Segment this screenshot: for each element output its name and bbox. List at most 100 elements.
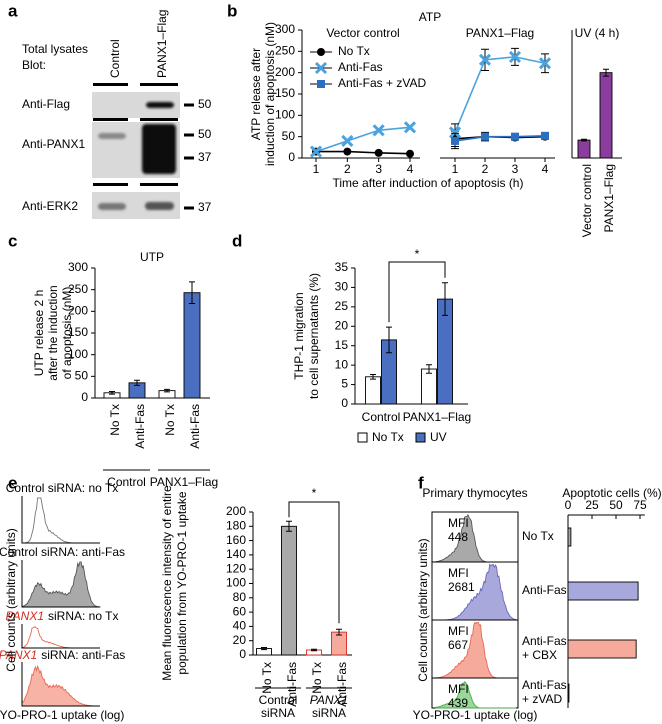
histogram-label-part: siRNA: anti-Fas xyxy=(41,648,125,662)
mfi-label: MFI xyxy=(448,682,469,696)
bar xyxy=(567,581,639,601)
histogram-frame xyxy=(21,560,100,608)
mfi-value: 2681 xyxy=(448,580,475,594)
y-tick-label: 50 xyxy=(282,129,296,143)
legend-swatch xyxy=(415,432,426,443)
point xyxy=(317,80,325,88)
error-bar xyxy=(286,520,292,532)
blot-band xyxy=(98,133,126,139)
y-tick-label: 20 xyxy=(233,633,247,647)
panel-label: a xyxy=(8,1,18,20)
point xyxy=(343,147,352,156)
x-tick-label: 3 xyxy=(375,162,382,176)
x-tick-label: No Tx xyxy=(310,662,324,694)
bar xyxy=(567,683,570,703)
point xyxy=(314,61,328,75)
panel-label: e xyxy=(8,473,17,492)
y-tick-label: Anti-Fas xyxy=(522,678,567,692)
x-tick-label: 1 xyxy=(452,162,459,176)
error-bar xyxy=(189,281,195,305)
y-tick-label: 15 xyxy=(335,338,349,352)
y-tick-label: 300 xyxy=(68,260,88,274)
error-bar xyxy=(386,326,392,354)
histogram xyxy=(21,664,100,707)
y-tick-label: Anti-Fas xyxy=(522,583,567,597)
mfi-value: 439 xyxy=(448,696,468,710)
y-tick-label: 50 xyxy=(75,369,89,383)
bar xyxy=(599,72,613,159)
x-tick-label: Anti-Fas xyxy=(133,404,147,449)
histogram-label-part: Control siRNA: anti-Fas xyxy=(0,545,125,559)
mfi-label: MFI xyxy=(448,516,469,530)
y-axis-label: of apoptosis (nM) xyxy=(60,287,74,380)
y-tick-label: 25 xyxy=(335,299,349,313)
x-tick-label: Control xyxy=(362,410,401,424)
group-label: siRNA xyxy=(261,706,295,720)
legend-label: UV xyxy=(430,430,447,444)
error-bar xyxy=(426,364,432,374)
lane-bar xyxy=(140,118,178,121)
significance-label: * xyxy=(312,486,317,500)
series-line xyxy=(454,56,546,133)
y-axis-label: Cell counts (arbitrary units) xyxy=(4,528,18,671)
chart-title: UV (4 h) xyxy=(575,26,620,40)
x-tick-label: 50 xyxy=(609,498,623,512)
x-tick-label: 3 xyxy=(512,162,519,176)
histogram xyxy=(21,561,101,608)
series-line xyxy=(454,135,546,142)
point xyxy=(374,148,383,157)
point xyxy=(372,124,385,137)
bar xyxy=(365,376,381,405)
blot-row-label: Anti-Flag xyxy=(22,97,70,111)
blot-header: Total lysates xyxy=(22,42,88,56)
y-axis-label: Mean fluorescence intensity of entire xyxy=(160,485,174,681)
y-tick-label: 200 xyxy=(226,504,246,518)
blot-row-label: Anti-ERK2 xyxy=(22,199,78,213)
point xyxy=(309,145,323,158)
lane-bar xyxy=(93,83,128,86)
y-tick-label: 60 xyxy=(233,604,247,618)
error-bar xyxy=(370,373,376,380)
x-tick-label: 4 xyxy=(407,162,414,176)
point xyxy=(478,53,492,66)
point xyxy=(451,136,459,145)
lane-bar xyxy=(93,183,128,186)
y-tick-label: 140 xyxy=(226,547,246,561)
group-label: PANX1 xyxy=(310,693,348,707)
histogram-label: Control siRNA: anti-Fas xyxy=(0,545,125,559)
y-tick-label: 100 xyxy=(226,576,246,590)
group-label: siRNA xyxy=(312,706,346,720)
error-bar xyxy=(311,648,317,652)
lane-label: Control xyxy=(108,39,122,78)
error-bar xyxy=(134,379,140,386)
panel-title: Vector control xyxy=(326,26,399,40)
y-tick-label: 100 xyxy=(275,108,295,122)
y-tick-label: 30 xyxy=(335,280,349,294)
y-axis-label: ATP release after xyxy=(249,48,263,140)
y-tick-label: No Tx xyxy=(522,529,554,543)
point xyxy=(538,57,552,70)
panel-label: d xyxy=(232,231,242,250)
x-tick-label: Anti-Fas xyxy=(188,404,202,449)
x-tick-label: 1 xyxy=(313,162,320,176)
x-tick-label: No Tx xyxy=(108,404,122,436)
x-tick-label: 4 xyxy=(542,162,549,176)
group-label: Control xyxy=(107,475,146,489)
legend-label: Anti-Fas xyxy=(338,60,383,74)
blot-header: Blot: xyxy=(22,58,46,72)
error-bar xyxy=(261,646,267,651)
bar xyxy=(281,525,297,656)
histogram-frame xyxy=(21,624,100,649)
mfi-value: 667 xyxy=(448,638,468,652)
y-tick-label: 250 xyxy=(68,282,88,296)
histogram-label: Control siRNA: no Tx xyxy=(6,481,118,495)
panel-title: PANX1–Flag xyxy=(466,26,534,40)
x-tick-label: No Tx xyxy=(260,662,274,694)
significance-bracket xyxy=(388,261,446,323)
histogram-label-part: Control siRNA: no Tx xyxy=(6,481,118,495)
chart-title: UTP xyxy=(140,250,164,264)
panel-label: b xyxy=(227,1,237,20)
histogram-frame xyxy=(21,662,100,707)
x-tick-label: PANX1–Flag xyxy=(403,410,471,424)
histogram-label: PANX1 siRNA: no Tx xyxy=(6,609,119,623)
